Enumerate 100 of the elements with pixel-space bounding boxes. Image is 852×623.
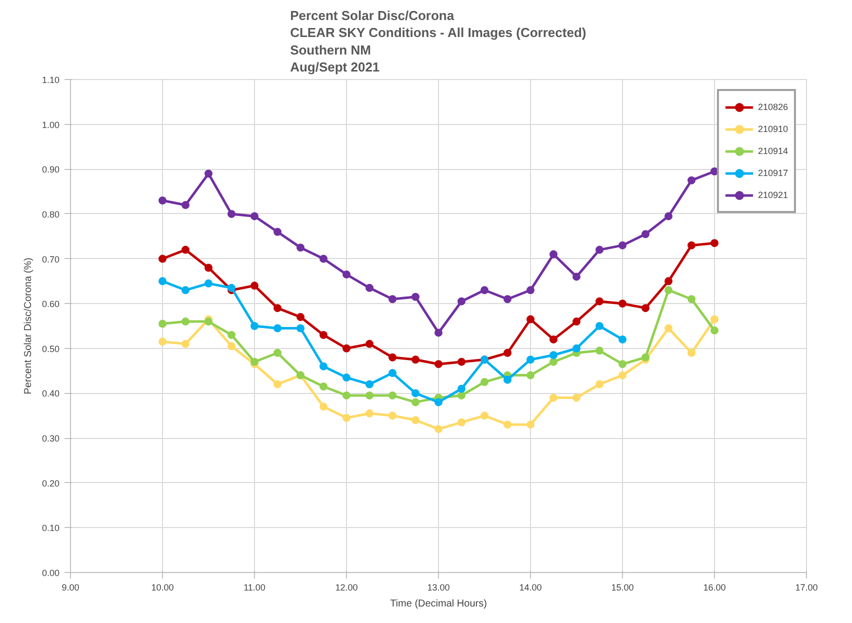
point — [596, 297, 604, 306]
point — [412, 356, 420, 364]
y-tick-label: 0.50 — [42, 344, 60, 354]
point — [458, 297, 466, 306]
point — [182, 201, 190, 209]
point — [458, 384, 466, 393]
point — [182, 246, 190, 254]
point — [688, 295, 696, 304]
y-tick-label: 0.00 — [42, 568, 60, 578]
point — [228, 330, 236, 339]
point — [250, 282, 258, 290]
point — [526, 420, 534, 429]
point — [572, 272, 580, 281]
y-tick-label: 0.40 — [42, 388, 60, 399]
point — [366, 284, 374, 292]
point — [642, 353, 650, 362]
point — [504, 376, 512, 384]
point — [342, 414, 350, 422]
point — [710, 239, 718, 248]
point — [182, 340, 190, 348]
point — [250, 358, 258, 366]
point — [366, 340, 374, 348]
point — [480, 378, 488, 386]
point — [158, 254, 166, 263]
point — [596, 380, 604, 388]
x-tick-label: 9.00 — [62, 582, 80, 592]
y-tick-label: 0.30 — [42, 434, 60, 444]
x-tick-label: 14.00 — [519, 582, 542, 592]
point — [550, 351, 558, 360]
point — [320, 254, 328, 263]
point — [296, 324, 304, 332]
y-tick-label: 1.10 — [42, 75, 60, 85]
point — [158, 196, 166, 204]
point — [664, 277, 672, 286]
point — [618, 371, 626, 380]
point — [320, 362, 328, 370]
point — [480, 412, 488, 420]
point — [688, 241, 696, 250]
point — [412, 398, 420, 406]
x-tick-label: 11.00 — [244, 582, 266, 592]
point — [572, 344, 580, 352]
point — [596, 322, 604, 330]
point — [618, 360, 626, 368]
point — [550, 394, 558, 402]
legend-label: 210921 — [758, 190, 788, 200]
chart-title: Percent Solar Disc/Corona CLEAR SKY Conditions - All Images (Corrected) Southern NM Aug/Sept 2021 — [290, 8, 586, 74]
point — [412, 389, 420, 398]
point — [596, 346, 604, 355]
point — [250, 212, 258, 220]
point — [320, 330, 328, 339]
legend-label: 210910 — [758, 124, 788, 134]
point — [274, 324, 282, 332]
y-tick-label: 0.10 — [42, 523, 60, 534]
y-tick-label: 1.00 — [42, 120, 60, 130]
point — [274, 228, 282, 236]
point — [434, 328, 442, 337]
point — [158, 320, 166, 328]
point — [320, 402, 328, 411]
point — [158, 277, 166, 286]
point — [342, 391, 350, 400]
point — [274, 348, 282, 357]
point — [228, 342, 236, 350]
point — [250, 322, 258, 330]
point — [458, 418, 466, 426]
point — [572, 318, 580, 326]
point — [458, 358, 466, 366]
point — [618, 335, 626, 344]
y-axis-title: Percent Solar Disc/Corona (%) — [22, 258, 34, 394]
x-tick-label: 16.00 — [703, 582, 726, 592]
point — [388, 391, 396, 400]
y-tick-label: 0.70 — [42, 254, 60, 264]
point — [204, 279, 212, 288]
point — [480, 286, 488, 294]
x-tick-label: 15.00 — [611, 582, 634, 592]
x-tick-label: 12.00 — [335, 582, 358, 592]
point — [204, 264, 212, 272]
y-tick-label: 0.60 — [42, 299, 60, 310]
point — [550, 335, 558, 344]
x-axis-title: Time (Decimal Hours) — [390, 598, 487, 610]
point — [342, 374, 350, 382]
point — [618, 300, 626, 308]
y-tick-label: 0.20 — [42, 478, 60, 488]
point — [320, 382, 328, 390]
point — [710, 315, 718, 324]
point — [412, 292, 420, 301]
point — [342, 270, 350, 278]
y-tick-label: 0.90 — [42, 164, 60, 175]
point — [296, 313, 304, 322]
point — [182, 286, 190, 294]
point — [388, 353, 396, 362]
point — [526, 356, 534, 364]
x-tick-label: 10.00 — [151, 582, 174, 592]
point — [342, 344, 350, 352]
point — [664, 324, 672, 332]
point — [504, 348, 512, 357]
point — [228, 284, 236, 292]
point — [204, 318, 212, 326]
point — [182, 318, 190, 326]
x-tick-label: 13.00 — [427, 582, 450, 592]
point — [434, 360, 442, 368]
